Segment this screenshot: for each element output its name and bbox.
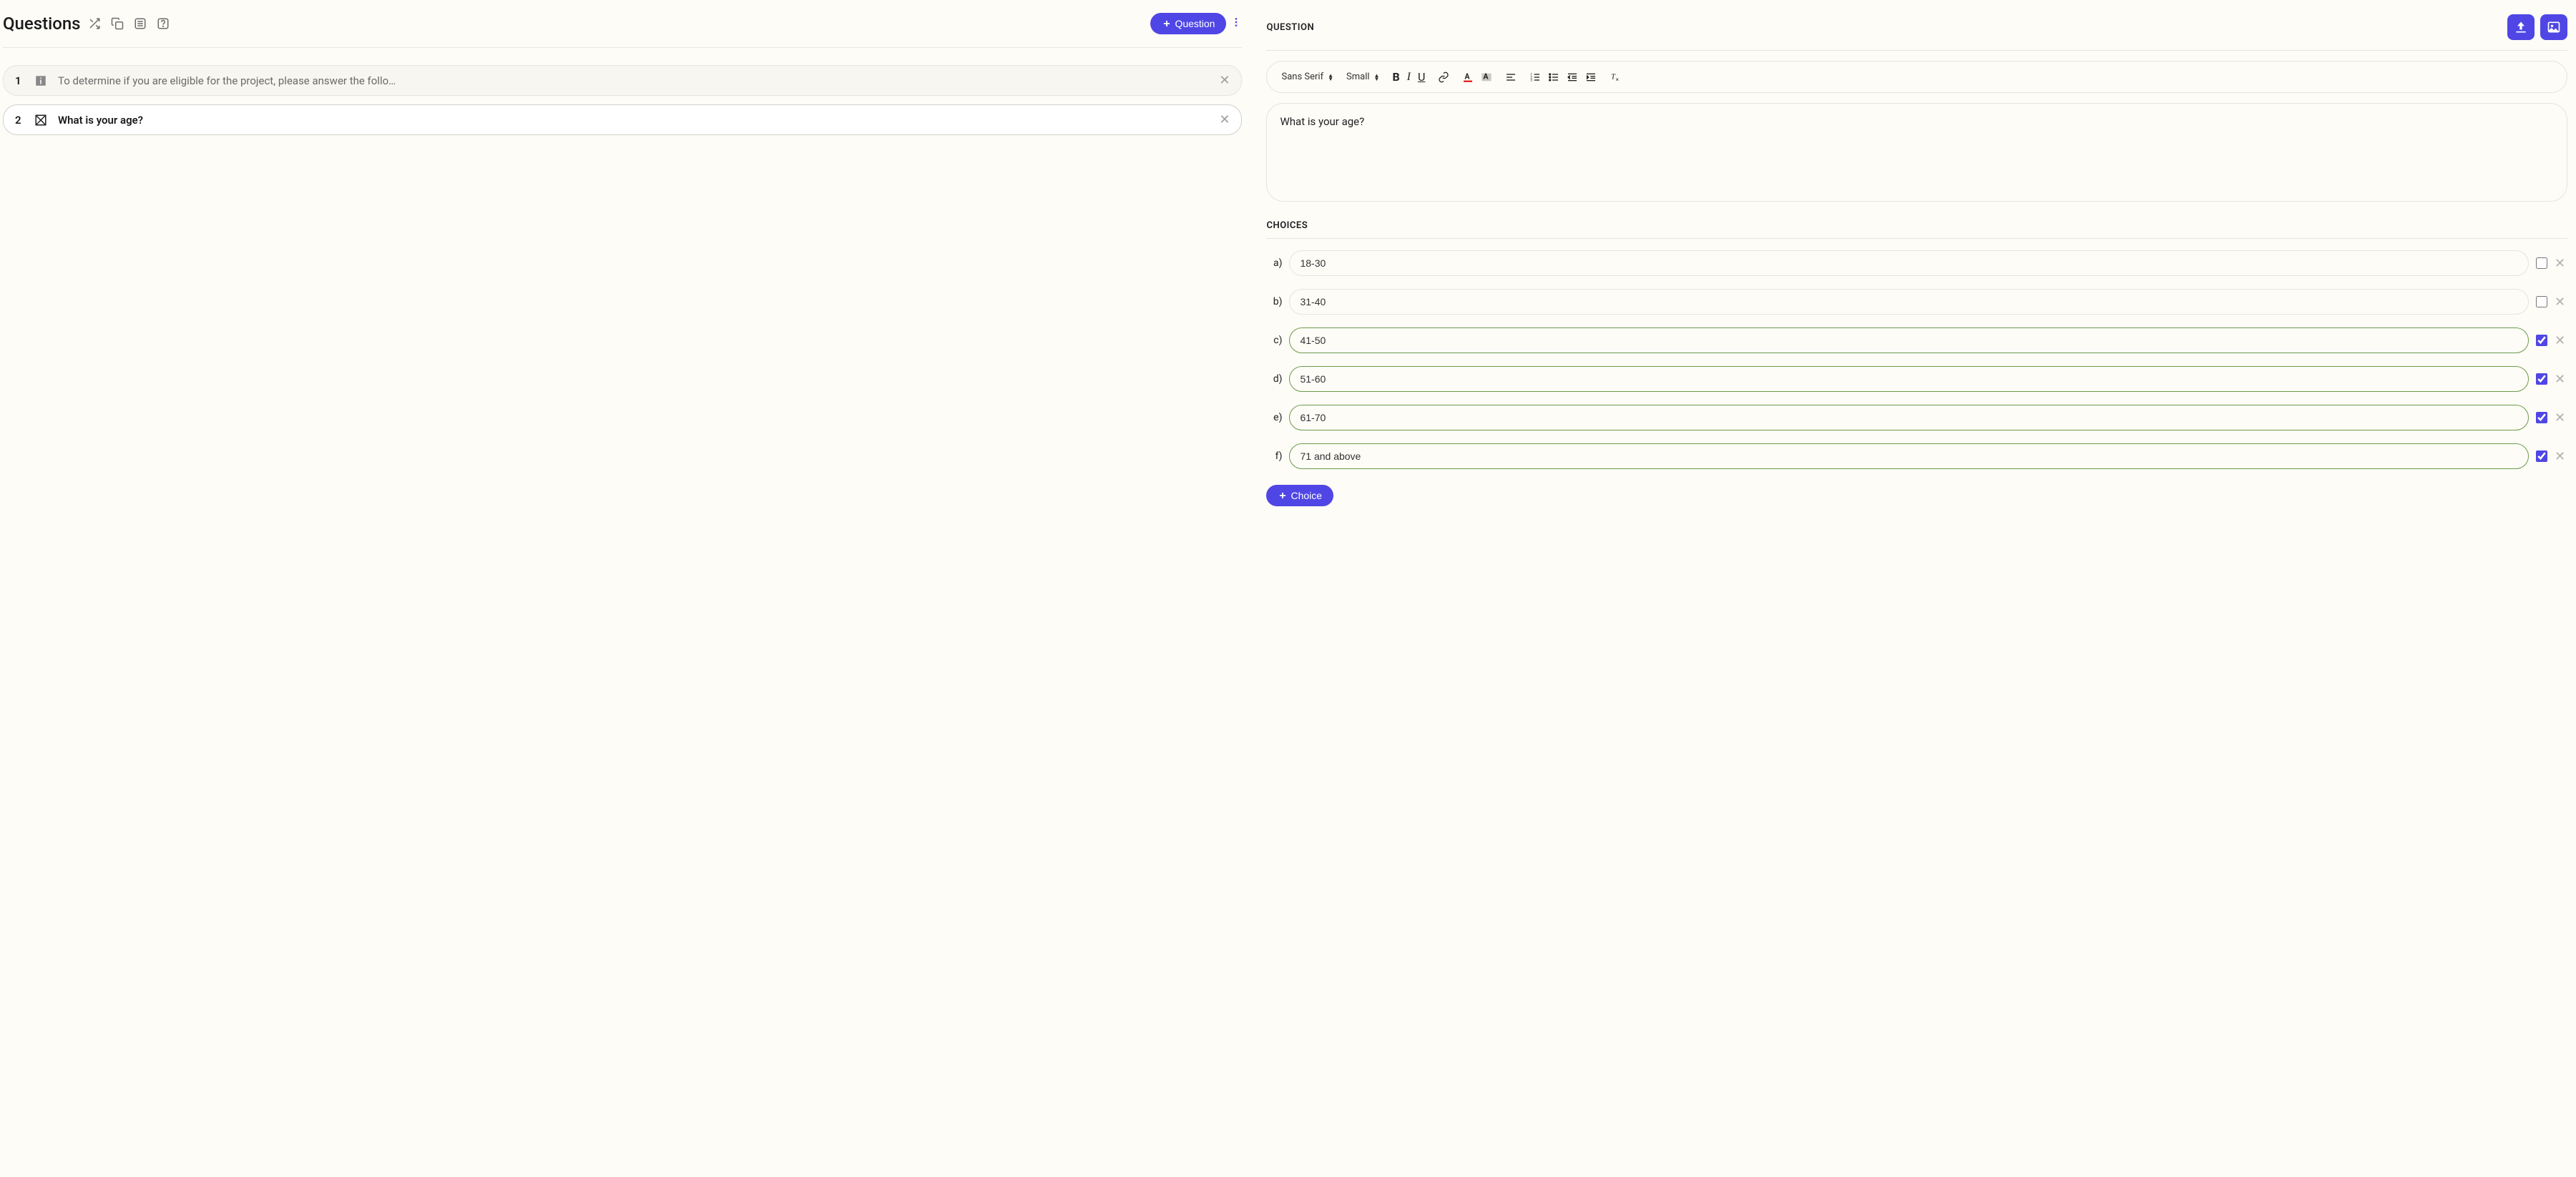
questions-panel: Questions Question 1 To determine if you … [0, 0, 1249, 1177]
align-button[interactable] [1505, 72, 1517, 83]
editor-action-buttons [2507, 14, 2567, 40]
choice-checkbox[interactable] [2536, 450, 2547, 462]
unordered-list-button[interactable] [1548, 72, 1559, 83]
questions-title: Questions [3, 14, 81, 34]
highlight-button[interactable]: A [1481, 72, 1492, 83]
question-item[interactable]: 2 What is your age? ✕ [3, 104, 1242, 135]
info-icon [34, 74, 48, 88]
copy-icon[interactable] [111, 17, 124, 30]
question-text-editor[interactable]: What is your age? [1266, 103, 2567, 202]
choice-input[interactable] [1289, 366, 2529, 392]
choice-checkbox[interactable] [2536, 412, 2547, 423]
remove-question-icon[interactable]: ✕ [1219, 73, 1230, 88]
question-number: 1 [15, 74, 24, 87]
rich-text-toolbar: Sans Serif ▲▼ Small ▲▼ B I U A A [1266, 61, 2567, 93]
question-text: To determine if you are eligible for the… [58, 74, 1209, 87]
choice-letter: c) [1266, 335, 1282, 346]
choice-row: a) ✕ [1266, 250, 2567, 276]
list-icon[interactable] [134, 17, 147, 30]
remove-question-icon[interactable]: ✕ [1219, 112, 1230, 127]
choice-letter: d) [1266, 373, 1282, 385]
choice-row: c) ✕ [1266, 328, 2567, 353]
font-family-value: Sans Serif [1281, 72, 1323, 82]
choice-checkbox[interactable] [2536, 257, 2547, 269]
choice-letter: f) [1266, 450, 1282, 462]
question-number: 2 [15, 114, 24, 127]
caret-icon: ▲▼ [1328, 74, 1333, 81]
remove-choice-icon[interactable]: ✕ [2555, 372, 2567, 387]
remove-choice-icon[interactable]: ✕ [2555, 333, 2567, 348]
link-button[interactable] [1438, 72, 1449, 83]
question-item[interactable]: 1 To determine if you are eligible for th… [3, 65, 1242, 96]
font-size-value: Small [1346, 72, 1370, 82]
editor-panel: QUESTION Sans Serif ▲▼ Small ▲▼ B I U [1249, 0, 2576, 1177]
choices-section: CHOICES a) ✕ b) ✕ c) ✕ d) ✕ e) ✕ f) ✕ Choice [1266, 220, 2567, 506]
choice-input[interactable] [1289, 405, 2529, 430]
choice-row: d) ✕ [1266, 366, 2567, 392]
add-question-button[interactable]: Question [1150, 13, 1226, 34]
editor-content: What is your age? [1280, 115, 1364, 128]
remove-choice-icon[interactable]: ✕ [2555, 410, 2567, 425]
choice-list: a) ✕ b) ✕ c) ✕ d) ✕ e) ✕ f) ✕ [1266, 250, 2567, 469]
choice-checkbox[interactable] [2536, 335, 2547, 346]
choice-letter: a) [1266, 257, 1282, 269]
indent-button[interactable] [1585, 72, 1597, 83]
outdent-button[interactable] [1567, 72, 1578, 83]
questions-header: Questions Question [3, 13, 1242, 48]
choice-letter: b) [1266, 296, 1282, 307]
remove-choice-icon[interactable]: ✕ [2555, 256, 2567, 271]
shuffle-icon[interactable] [88, 17, 101, 30]
choice-checkbox[interactable] [2536, 296, 2547, 307]
add-choice-label: Choice [1291, 490, 1322, 501]
question-section-header: QUESTION [1266, 14, 2567, 51]
choice-letter: e) [1266, 412, 1282, 423]
underline-button[interactable]: U [1418, 70, 1425, 84]
add-question-label: Question [1175, 18, 1215, 29]
ordered-list-button[interactable]: 123 [1529, 72, 1541, 83]
choices-label: CHOICES [1266, 220, 2567, 239]
question-text: What is your age? [58, 114, 1209, 127]
choice-input[interactable] [1289, 328, 2529, 353]
choice-row: b) ✕ [1266, 289, 2567, 315]
choice-row: f) ✕ [1266, 443, 2567, 469]
more-icon[interactable] [1230, 16, 1242, 31]
choice-checkbox[interactable] [2536, 373, 2547, 385]
add-choice-button[interactable]: Choice [1266, 485, 1333, 506]
choice-icon [34, 113, 48, 127]
image-button[interactable] [2540, 14, 2567, 40]
question-list: 1 To determine if you are eligible for th… [3, 65, 1242, 135]
question-section-label: QUESTION [1266, 22, 1314, 33]
caret-icon: ▲▼ [1374, 74, 1380, 81]
upload-button[interactable] [2507, 14, 2535, 40]
clear-format-button[interactable]: T✕ [1610, 72, 1621, 83]
choice-input[interactable] [1289, 250, 2529, 276]
font-size-select[interactable]: Small ▲▼ [1346, 72, 1379, 82]
choice-input[interactable] [1289, 443, 2529, 469]
italic-button[interactable]: I [1407, 71, 1411, 84]
help-icon[interactable] [157, 17, 170, 30]
header-toolbar [88, 17, 170, 30]
bold-button[interactable]: B [1392, 70, 1399, 84]
remove-choice-icon[interactable]: ✕ [2555, 449, 2567, 464]
svg-text:A: A [1484, 72, 1489, 81]
text-color-button[interactable]: A [1462, 72, 1474, 83]
svg-text:✕: ✕ [1615, 77, 1620, 82]
choice-row: e) ✕ [1266, 405, 2567, 430]
remove-choice-icon[interactable]: ✕ [2555, 295, 2567, 310]
choice-input[interactable] [1289, 289, 2529, 315]
svg-text:A: A [1465, 72, 1471, 81]
svg-text:3: 3 [1531, 78, 1533, 82]
font-family-select[interactable]: Sans Serif ▲▼ [1281, 72, 1333, 82]
